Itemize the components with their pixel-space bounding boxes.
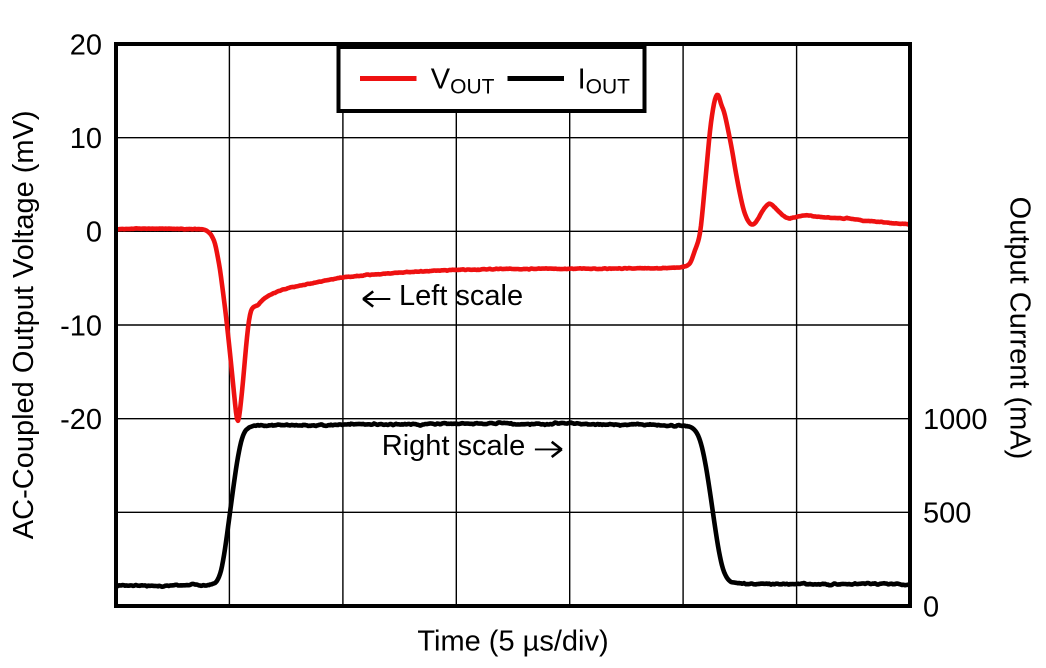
svg-text:Time (5 µs/div): Time (5 µs/div) [417, 626, 608, 658]
svg-text:-20: -20 [60, 404, 102, 436]
svg-text:0: 0 [86, 217, 102, 249]
svg-text:1000: 1000 [923, 404, 988, 436]
svg-text:Right scale: Right scale [382, 430, 525, 462]
svg-text:500: 500 [923, 498, 971, 530]
svg-text:Output Current (mA): Output Current (mA) [1004, 197, 1036, 460]
svg-text:0: 0 [923, 591, 939, 623]
svg-text:AC-Coupled Output Voltage (mV): AC-Coupled Output Voltage (mV) [8, 110, 40, 539]
svg-text:Left scale: Left scale [399, 280, 523, 312]
svg-text:10: 10 [70, 123, 102, 155]
svg-text:20: 20 [70, 29, 102, 61]
svg-text:-10: -10 [60, 310, 102, 342]
